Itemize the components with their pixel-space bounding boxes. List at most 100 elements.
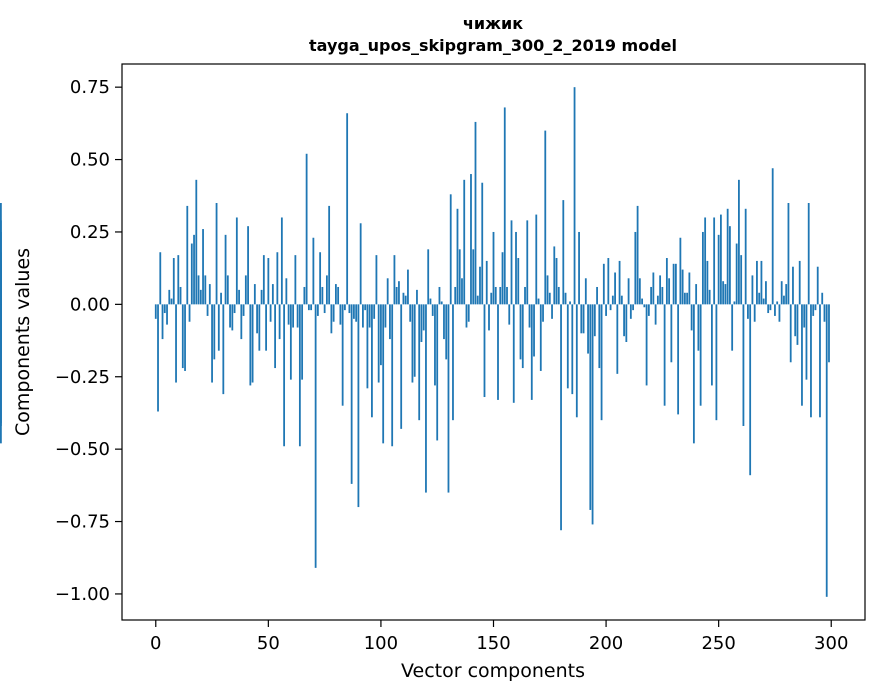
bar bbox=[672, 263, 675, 305]
bar bbox=[283, 304, 286, 447]
bar bbox=[280, 217, 283, 305]
bar bbox=[440, 301, 443, 305]
bar bbox=[825, 304, 828, 597]
bar bbox=[436, 304, 439, 441]
bar bbox=[325, 275, 328, 305]
bar bbox=[274, 304, 276, 369]
bar bbox=[449, 194, 452, 305]
bar bbox=[366, 304, 369, 389]
bar bbox=[258, 304, 261, 351]
bar bbox=[253, 284, 256, 305]
bar bbox=[479, 266, 481, 305]
bar bbox=[634, 231, 637, 305]
bar bbox=[530, 304, 533, 400]
bar bbox=[805, 304, 808, 380]
bar bbox=[566, 304, 569, 389]
bar bbox=[783, 295, 785, 305]
bar bbox=[341, 304, 344, 406]
x-tick-label: 300 bbox=[814, 633, 848, 654]
bar bbox=[499, 286, 502, 305]
bar bbox=[733, 301, 736, 305]
plot-frame bbox=[121, 63, 866, 621]
bar bbox=[803, 304, 806, 328]
bar bbox=[625, 304, 628, 342]
bar bbox=[215, 203, 218, 305]
bar bbox=[591, 304, 594, 525]
bar bbox=[717, 234, 720, 305]
bar bbox=[490, 292, 493, 305]
bar bbox=[393, 255, 396, 305]
bar bbox=[298, 304, 301, 447]
bar bbox=[310, 304, 313, 311]
bar bbox=[787, 203, 790, 305]
bar bbox=[346, 113, 349, 305]
bar bbox=[364, 304, 367, 311]
bar bbox=[368, 304, 371, 328]
bar bbox=[434, 304, 436, 386]
bar bbox=[292, 304, 295, 328]
bar bbox=[819, 304, 821, 418]
bar bbox=[488, 304, 490, 331]
bar bbox=[287, 304, 290, 325]
bar bbox=[620, 295, 623, 305]
bar bbox=[659, 275, 662, 305]
bar bbox=[749, 304, 752, 476]
bar bbox=[636, 205, 639, 305]
bar bbox=[810, 304, 812, 418]
y-tick-label: −0.50 bbox=[55, 439, 110, 460]
bar bbox=[190, 243, 193, 305]
bar bbox=[515, 231, 517, 305]
bars-layer bbox=[0, 87, 830, 597]
bar bbox=[508, 304, 511, 325]
bar bbox=[256, 304, 258, 334]
bar bbox=[177, 255, 180, 305]
bar bbox=[472, 249, 475, 305]
bar bbox=[334, 284, 337, 305]
bar bbox=[467, 304, 470, 322]
bar bbox=[593, 304, 596, 337]
bar bbox=[353, 304, 355, 319]
bar bbox=[724, 284, 727, 305]
bar bbox=[166, 304, 168, 325]
ticks-layer: 0 50 100 150 200 250 300 −1.00 −0.75 −0.50 −0.25 0.… bbox=[55, 77, 849, 654]
bar bbox=[670, 304, 673, 363]
x-tick-label: 150 bbox=[476, 633, 510, 654]
bar bbox=[751, 275, 754, 305]
bar bbox=[244, 275, 247, 305]
bar bbox=[713, 217, 716, 305]
bar bbox=[729, 226, 731, 305]
chart-title: чижик bbox=[463, 14, 523, 33]
bar bbox=[402, 292, 405, 305]
bar bbox=[738, 179, 740, 305]
bar bbox=[474, 121, 477, 305]
bar bbox=[229, 304, 231, 328]
bar bbox=[204, 275, 207, 305]
bar bbox=[796, 304, 799, 345]
bar bbox=[681, 269, 684, 305]
bar bbox=[663, 304, 666, 406]
bar bbox=[249, 304, 252, 386]
bar bbox=[823, 304, 826, 322]
bar bbox=[546, 275, 549, 305]
bar bbox=[683, 292, 686, 305]
bar bbox=[701, 231, 704, 305]
bar bbox=[519, 304, 522, 360]
bar bbox=[544, 130, 547, 305]
bar bbox=[443, 304, 445, 340]
bar bbox=[602, 263, 605, 305]
bar bbox=[506, 286, 508, 305]
bar bbox=[789, 304, 792, 363]
bar bbox=[418, 304, 421, 421]
bar bbox=[722, 281, 725, 305]
bar bbox=[481, 182, 484, 305]
bar bbox=[238, 289, 240, 305]
bar bbox=[296, 304, 299, 328]
bar bbox=[289, 304, 292, 380]
bar bbox=[688, 272, 691, 305]
bar bbox=[704, 217, 707, 305]
bar bbox=[551, 304, 553, 319]
bar bbox=[195, 179, 198, 305]
bar bbox=[305, 153, 308, 305]
bar bbox=[425, 304, 427, 493]
bar bbox=[267, 258, 270, 305]
